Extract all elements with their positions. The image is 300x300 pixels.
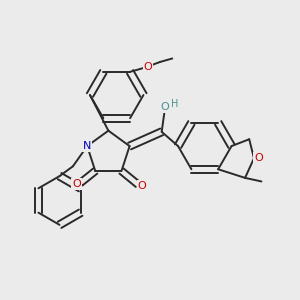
Text: O: O [160,102,169,112]
Text: O: O [254,153,263,163]
Text: O: O [144,62,153,72]
Text: N: N [83,141,92,151]
Text: O: O [72,179,81,189]
Text: H: H [171,99,178,109]
Text: O: O [138,181,146,190]
